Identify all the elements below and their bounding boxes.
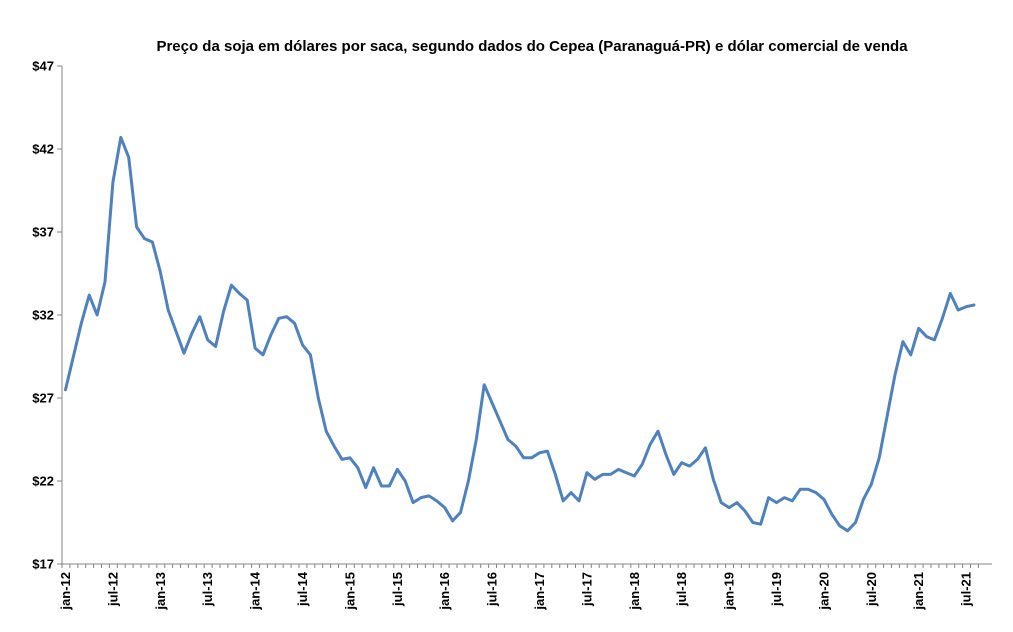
y-axis-ticks: $17 $22 $27 $32 $37 $42 $47 [32, 59, 62, 572]
y-tick-label: $42 [32, 142, 54, 157]
x-tick-label: jul-18 [674, 572, 689, 607]
x-tick-label: jan-18 [627, 572, 642, 611]
x-tick-label: jul-15 [390, 572, 405, 607]
x-tick-label: jan-12 [58, 572, 73, 611]
y-tick-label: $27 [32, 391, 54, 406]
x-tick-label: jan-17 [532, 572, 547, 611]
y-tick-label: $17 [32, 557, 54, 572]
x-tick-label: jul-16 [485, 572, 500, 607]
x-axis-ticks: jan-12 jul-12 jan-13 jul-13 jan-14 jul-14 jan-… [58, 564, 979, 611]
y-tick-label: $22 [32, 474, 54, 489]
series-line [64, 135, 976, 533]
x-tick-label: jan-16 [437, 572, 452, 611]
x-tick-label: jul-20 [864, 572, 879, 607]
chart-title: Preço da soja em dólares por saca, segun… [156, 38, 908, 55]
y-tick-label: $32 [32, 308, 54, 323]
x-tick-label: jan-13 [153, 572, 168, 611]
x-tick-label: jul-13 [200, 572, 215, 607]
y-tick-label: $47 [32, 59, 54, 74]
x-tick-label: jan-15 [342, 572, 357, 611]
x-tick-label: jul-21 [959, 572, 974, 607]
series-group [64, 135, 976, 533]
x-tick-label: jul-19 [769, 572, 784, 607]
axes [61, 66, 992, 565]
x-tick-label: jan-14 [248, 571, 263, 610]
x-tick-label: jul-12 [105, 572, 120, 607]
x-tick-label: jan-19 [722, 572, 737, 611]
x-tick-label: jan-21 [911, 572, 926, 611]
x-tick-label: jul-17 [579, 572, 594, 607]
x-tick-label: jul-14 [295, 571, 310, 607]
y-tick-label: $37 [32, 225, 54, 240]
x-tick-label: jan-20 [816, 572, 831, 611]
